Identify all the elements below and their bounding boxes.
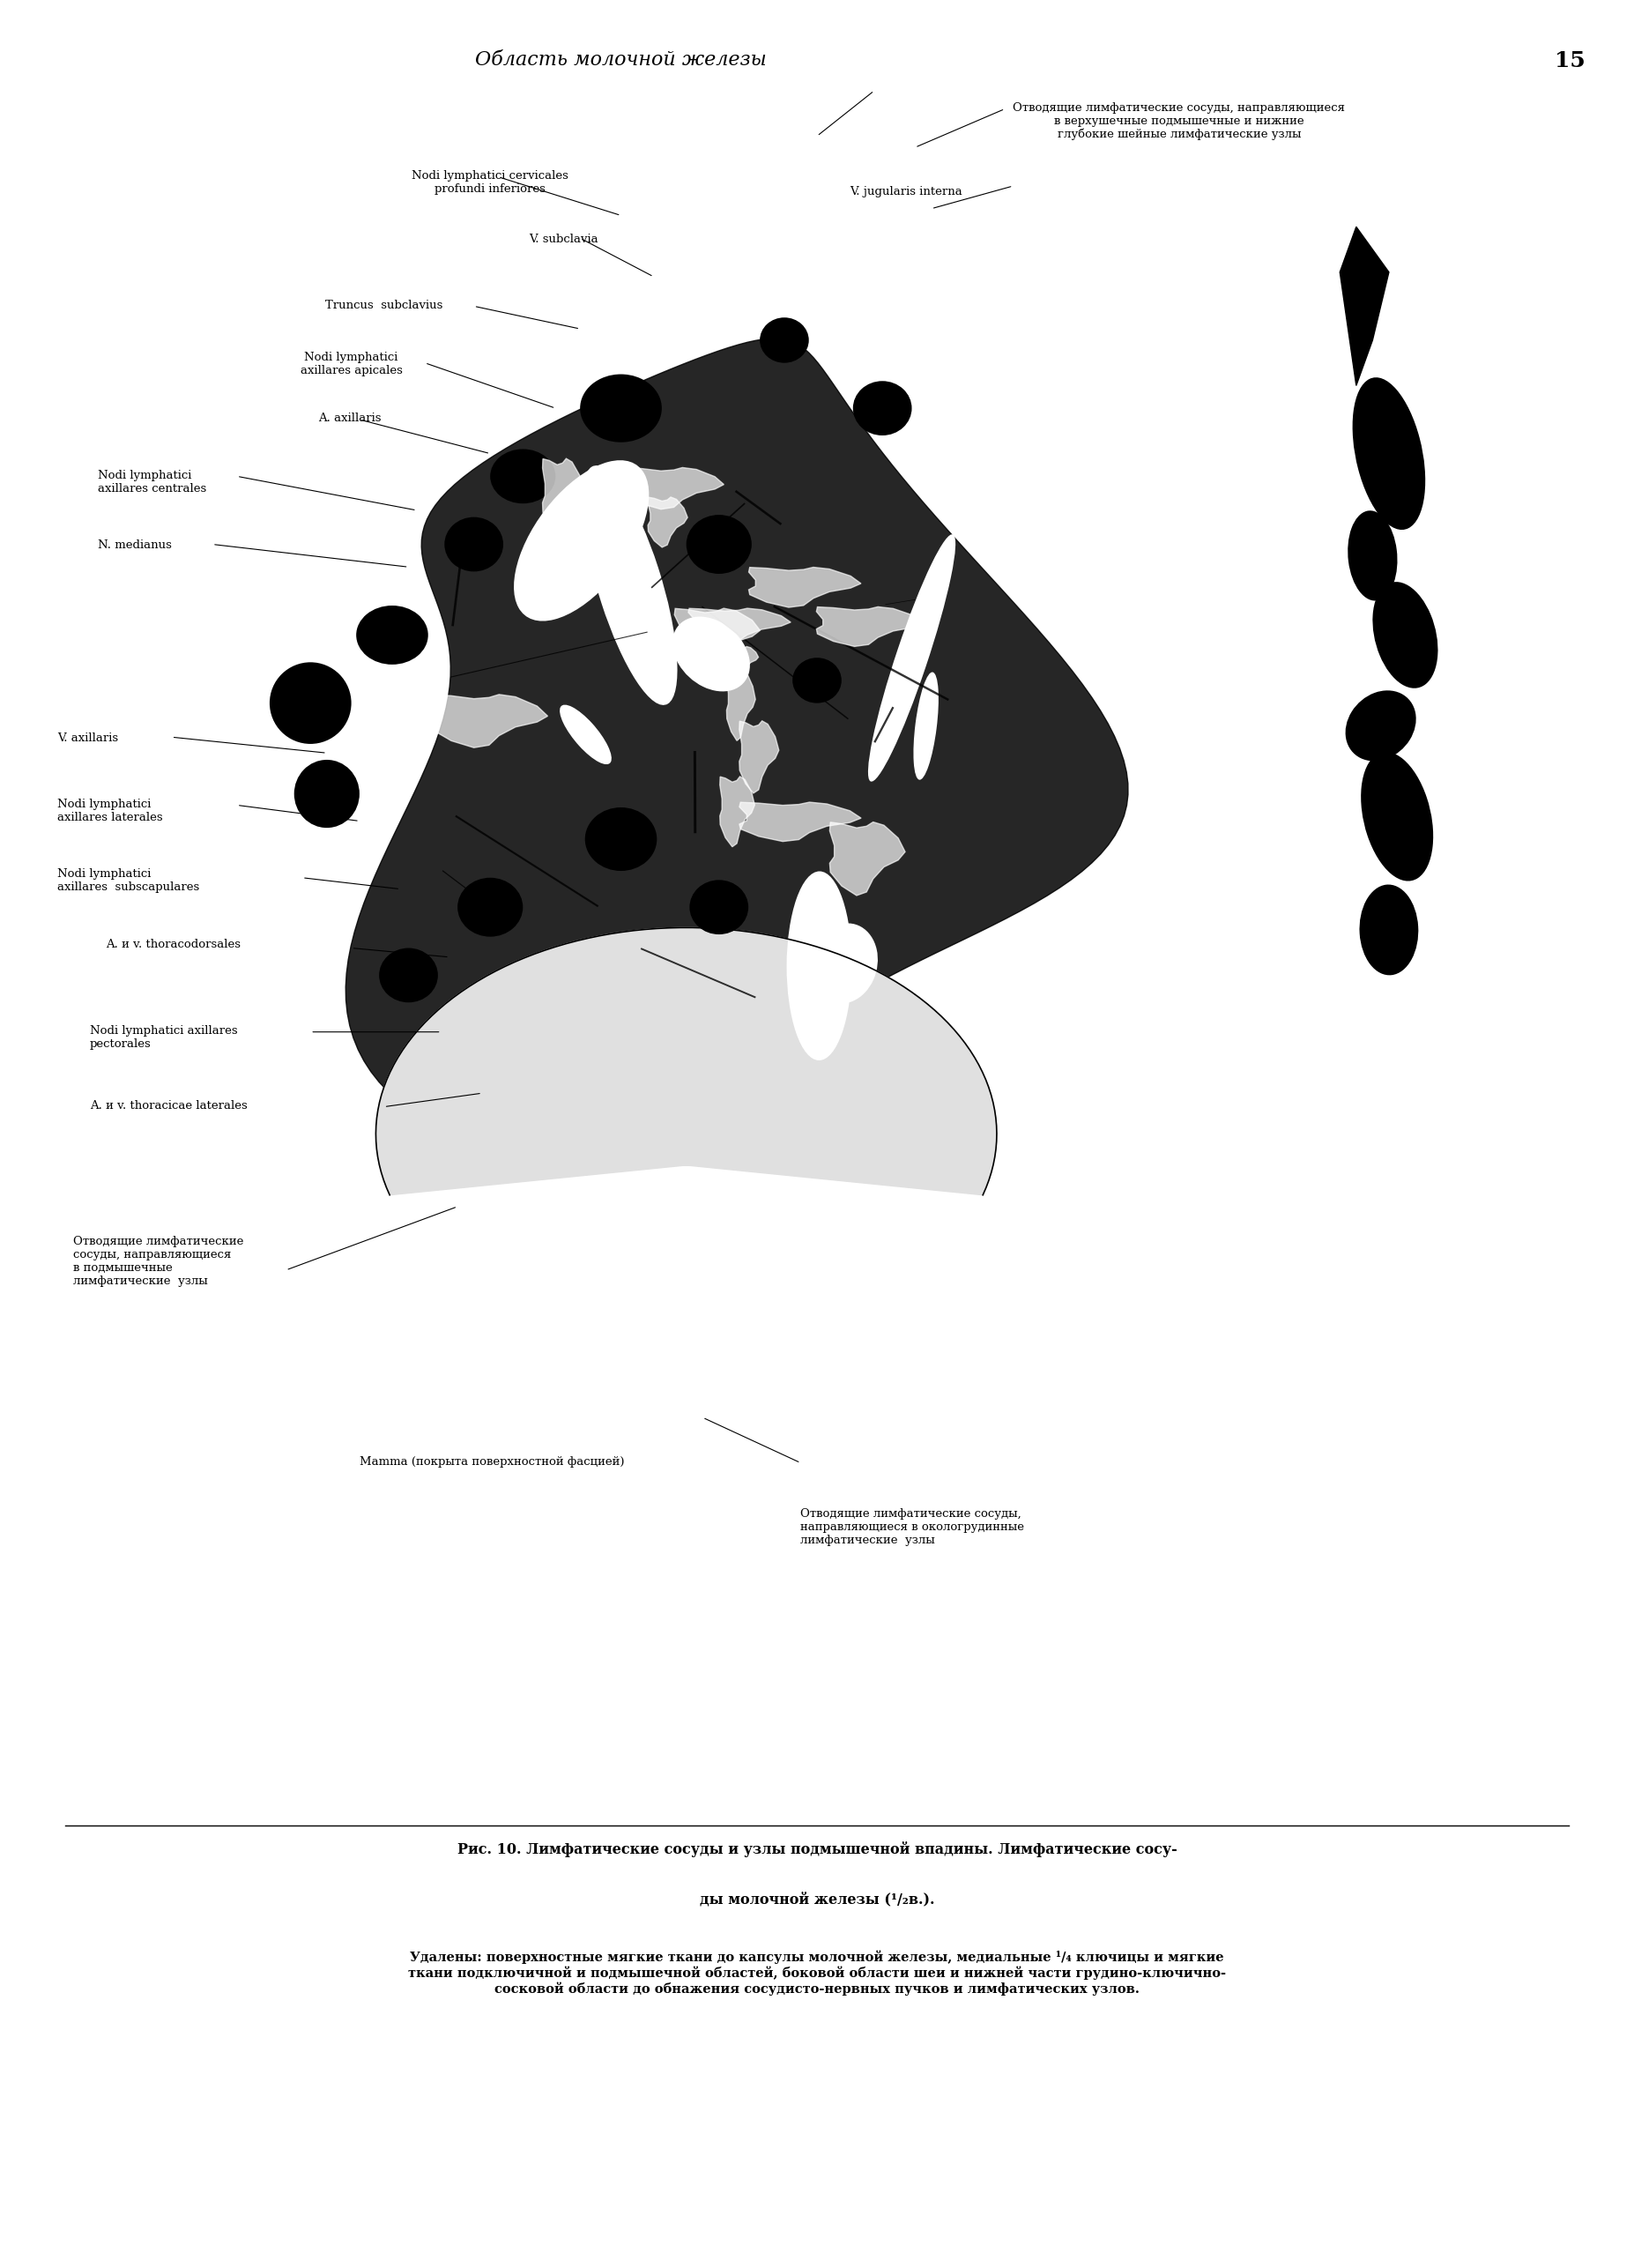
Polygon shape <box>376 928 997 1195</box>
Text: N. medianus: N. medianus <box>98 540 172 551</box>
Text: ды молочной железы (¹/₂в.).: ды молочной железы (¹/₂в.). <box>699 1892 935 1907</box>
Text: Nodi lymphatici
axillares laterales: Nodi lymphatici axillares laterales <box>57 798 163 823</box>
Ellipse shape <box>379 948 438 1002</box>
Ellipse shape <box>1353 376 1425 531</box>
Text: Отводящие лимфатические сосуды, направляющиеся
в верхушечные подмышечные и нижни: Отводящие лимфатические сосуды, направля… <box>1013 102 1345 141</box>
Polygon shape <box>830 821 905 896</box>
Text: Nodi lymphatici
axillares  subscapulares: Nodi lymphatici axillares subscapulares <box>57 869 199 894</box>
Ellipse shape <box>1361 753 1433 880</box>
Polygon shape <box>817 608 923 646</box>
Text: A. и v. thoracicae laterales: A. и v. thoracicae laterales <box>90 1100 247 1111</box>
Ellipse shape <box>686 515 752 574</box>
Polygon shape <box>433 694 547 748</box>
Ellipse shape <box>1345 689 1417 762</box>
Ellipse shape <box>1348 510 1397 601</box>
Polygon shape <box>926 485 961 513</box>
Text: Nodi lymphatici
axillares apicales: Nodi lymphatici axillares apicales <box>301 352 402 376</box>
Ellipse shape <box>582 465 678 705</box>
Ellipse shape <box>786 871 851 1061</box>
Ellipse shape <box>1373 583 1438 687</box>
Ellipse shape <box>812 923 877 1002</box>
Ellipse shape <box>1359 885 1418 975</box>
Ellipse shape <box>513 460 649 621</box>
Ellipse shape <box>444 517 503 572</box>
Text: Nodi lymphatici
axillares centrales: Nodi lymphatici axillares centrales <box>98 469 206 494</box>
Polygon shape <box>346 338 1127 1159</box>
Polygon shape <box>748 567 861 608</box>
Ellipse shape <box>585 807 657 871</box>
Polygon shape <box>542 458 583 538</box>
Polygon shape <box>675 608 760 662</box>
Polygon shape <box>739 721 779 794</box>
Ellipse shape <box>868 535 956 782</box>
Ellipse shape <box>673 617 750 692</box>
Ellipse shape <box>690 880 748 934</box>
Ellipse shape <box>913 671 938 780</box>
Bar <box>114 102 1291 1576</box>
Ellipse shape <box>490 449 556 503</box>
Text: Область молочной железы: Область молочной железы <box>475 50 766 70</box>
Text: Удалены: поверхностные мягкие ткани до капсулы молочной железы, медиальные ¹/₄ к: Удалены: поверхностные мягкие ткани до к… <box>408 1950 1226 1996</box>
Polygon shape <box>739 803 861 841</box>
Text: V. axillaris: V. axillaris <box>57 733 118 744</box>
Ellipse shape <box>853 381 912 435</box>
Ellipse shape <box>560 705 611 764</box>
Ellipse shape <box>458 878 523 937</box>
Polygon shape <box>626 467 724 510</box>
Ellipse shape <box>580 374 662 442</box>
Text: Отводящие лимфатические
сосуды, направляющиеся
в подмышечные
лимфатические  узлы: Отводящие лимфатические сосуды, направля… <box>74 1236 243 1288</box>
Text: 15: 15 <box>1554 50 1585 70</box>
Ellipse shape <box>356 606 428 665</box>
Polygon shape <box>721 776 755 846</box>
Text: Truncus  subclavius: Truncus subclavius <box>325 299 443 311</box>
Polygon shape <box>688 608 791 642</box>
Ellipse shape <box>270 662 351 744</box>
Ellipse shape <box>760 318 809 363</box>
Text: Рис. 10. Лимфатические сосуды и узлы подмышечной впадины. Лимфатические сосу-: Рис. 10. Лимфатические сосуды и узлы под… <box>458 1842 1176 1857</box>
Text: Nodi lymphatici axillares
pectorales: Nodi lymphatici axillares pectorales <box>90 1025 237 1050</box>
Text: A. и v. thoracodorsales: A. и v. thoracodorsales <box>106 939 242 950</box>
Polygon shape <box>1340 227 1389 386</box>
Text: Nodi lymphatici cervicales
profundi inferiores: Nodi lymphatici cervicales profundi infe… <box>412 170 569 195</box>
Text: Mamma (покрыта поверхностной фасцией): Mamma (покрыта поверхностной фасцией) <box>359 1456 624 1467</box>
Text: V. subclavia: V. subclavia <box>529 234 598 245</box>
Ellipse shape <box>792 658 842 703</box>
Text: V. jugularis interna: V. jugularis interna <box>850 186 962 197</box>
Text: A. axillaris: A. axillaris <box>319 413 382 424</box>
Polygon shape <box>727 671 755 742</box>
Polygon shape <box>730 646 758 674</box>
Ellipse shape <box>294 760 359 828</box>
Polygon shape <box>649 497 688 547</box>
Text: Отводящие лимфатические сосуды,
направляющиеся в окологрудинные
лимфатические  у: Отводящие лимфатические сосуды, направля… <box>801 1508 1025 1547</box>
